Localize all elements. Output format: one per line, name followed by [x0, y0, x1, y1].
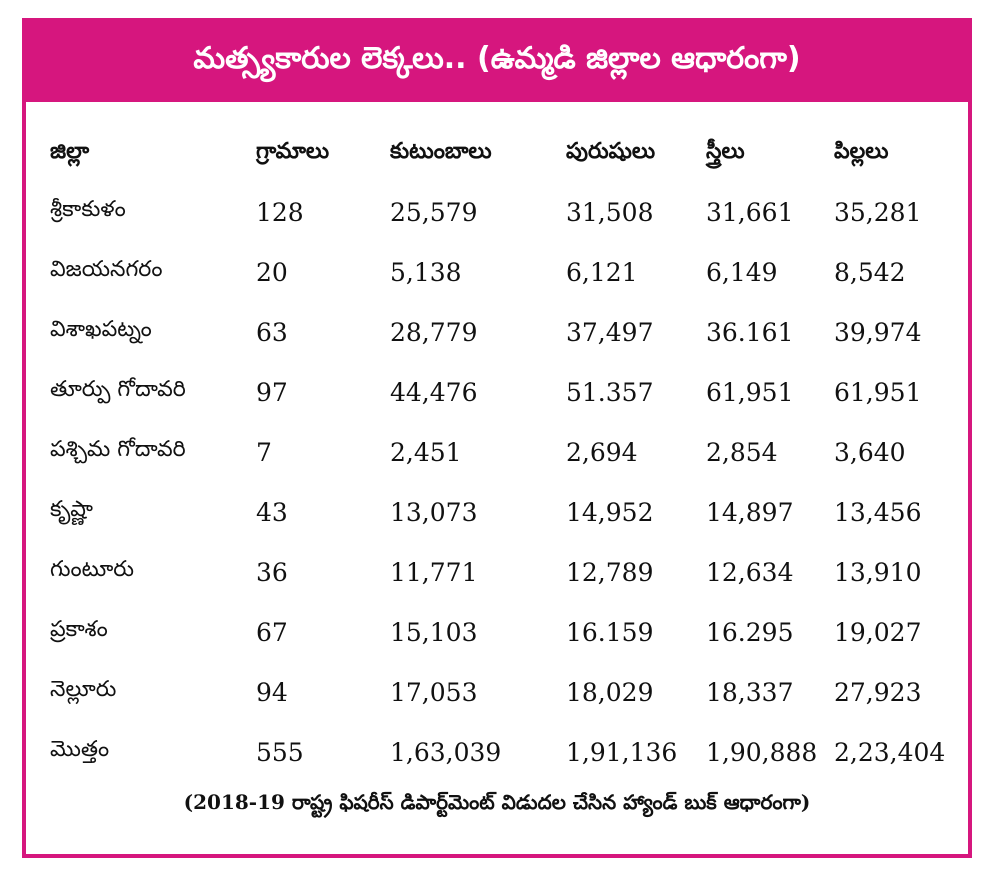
men-cell: 16.159 [566, 617, 654, 647]
women-cell: 31,661 [706, 197, 794, 227]
families-cell: 1,63,039 [390, 737, 502, 767]
villages-cell: 20 [256, 257, 288, 287]
men-cell: 51.357 [566, 377, 654, 407]
women-cell: 61,951 [706, 377, 794, 407]
infographic-frame: మత్స్యకారుల లెక్కలు.. (ఉమ్మడి జిల్లాల ఆధ… [22, 18, 972, 858]
men-cell: 1,91,136 [566, 737, 678, 767]
men-cell: 12,789 [566, 557, 654, 587]
men-cell: 2,694 [566, 437, 638, 467]
families-cell: 2,451 [390, 437, 462, 467]
men-cell: 37,497 [566, 317, 654, 347]
families-cell: 44,476 [390, 377, 478, 407]
villages-cell: 97 [256, 377, 288, 407]
children-cell: 2,23,404 [834, 737, 946, 767]
villages-cell: 7 [256, 437, 272, 467]
families-cell: 13,073 [390, 497, 478, 527]
women-cell: 12,634 [706, 557, 794, 587]
table-header-row: జిల్లా గ్రామాలు కుటుంబాలు పురుషులు స్త్ర… [50, 126, 950, 182]
table-row: కృష్ణా 43 13,073 14,952 14,897 13,456 [50, 482, 950, 542]
table-row: నెల్లూరు 94 17,053 18,029 18,337 27,923 [50, 662, 950, 722]
villages-cell: 67 [256, 617, 288, 647]
women-cell: 14,897 [706, 497, 794, 527]
men-cell: 14,952 [566, 497, 654, 527]
district-cell: శ్రీకాకుళం [50, 197, 126, 222]
page-title: మత్స్యకారుల లెక్కలు.. (ఉమ్మడి జిల్లాల ఆధ… [193, 41, 801, 76]
children-cell: 35,281 [834, 197, 922, 227]
men-cell: 31,508 [566, 197, 654, 227]
table-row: పశ్చిమ గోదావరి 7 2,451 2,694 2,854 3,640 [50, 422, 950, 482]
children-cell: 39,974 [834, 317, 922, 347]
children-cell: 61,951 [834, 377, 922, 407]
villages-cell: 36 [256, 557, 288, 587]
children-cell: 19,027 [834, 617, 922, 647]
table-row: తూర్పు గోదావరి 97 44,476 51.357 61,951 6… [50, 362, 950, 422]
families-cell: 25,579 [390, 197, 478, 227]
villages-cell: 63 [256, 317, 288, 347]
women-cell: 36.161 [706, 317, 794, 347]
families-cell: 15,103 [390, 617, 478, 647]
table-row: గుంటూరు 36 11,771 12,789 12,634 13,910 [50, 542, 950, 602]
families-cell: 17,053 [390, 677, 478, 707]
table-row: శ్రీకాకుళం 128 25,579 31,508 31,661 35,2… [50, 182, 950, 242]
column-header-district: జిల్లా [50, 139, 90, 164]
villages-cell: 43 [256, 497, 288, 527]
column-header-women: స్త్రీలు [706, 139, 745, 164]
source-note: (2018-19 రాష్ట్ర ఫిషరీస్ డిపార్ట్‌మెంట్ … [183, 790, 811, 814]
district-cell: మొత్తం [50, 737, 110, 762]
district-cell: కృష్ణా [50, 497, 93, 522]
families-cell: 28,779 [390, 317, 478, 347]
column-header-men: పురుషులు [566, 139, 656, 164]
table-row: ప్రకాశం 67 15,103 16.159 16.295 19,027 [50, 602, 950, 662]
district-cell: తూర్పు గోదావరి [50, 377, 186, 402]
column-header-children: పిల్లలు [834, 139, 889, 164]
column-header-villages: గ్రామాలు [256, 139, 330, 164]
families-cell: 5,138 [390, 257, 462, 287]
title-banner: మత్స్యకారుల లెక్కలు.. (ఉమ్మడి జిల్లాల ఆధ… [26, 22, 968, 102]
total-row: మొత్తం 555 1,63,039 1,91,136 1,90,888 2,… [50, 722, 950, 782]
district-cell: విశాఖపట్నం [50, 317, 152, 342]
villages-cell: 128 [256, 197, 304, 227]
women-cell: 16.295 [706, 617, 794, 647]
children-cell: 13,910 [834, 557, 922, 587]
table-row: విశాఖపట్నం 63 28,779 37,497 36.161 39,97… [50, 302, 950, 362]
district-cell: పశ్చిమ గోదావరి [50, 437, 186, 462]
women-cell: 2,854 [706, 437, 778, 467]
men-cell: 18,029 [566, 677, 654, 707]
fishermen-table: జిల్లా గ్రామాలు కుటుంబాలు పురుషులు స్త్ర… [50, 126, 950, 782]
district-cell: గుంటూరు [50, 557, 134, 582]
children-cell: 13,456 [834, 497, 922, 527]
women-cell: 1,90,888 [706, 737, 818, 767]
table-row: విజయనగరం 20 5,138 6,121 6,149 8,542 [50, 242, 950, 302]
children-cell: 8,542 [834, 257, 906, 287]
villages-cell: 94 [256, 677, 288, 707]
district-cell: విజయనగరం [50, 257, 163, 282]
women-cell: 18,337 [706, 677, 794, 707]
women-cell: 6,149 [706, 257, 778, 287]
children-cell: 3,640 [834, 437, 906, 467]
men-cell: 6,121 [566, 257, 638, 287]
children-cell: 27,923 [834, 677, 922, 707]
families-cell: 11,771 [390, 557, 478, 587]
district-cell: నెల్లూరు [50, 677, 117, 702]
column-header-families: కుటుంబాలు [390, 139, 492, 164]
district-cell: ప్రకాశం [50, 617, 108, 642]
villages-cell: 555 [256, 737, 304, 767]
